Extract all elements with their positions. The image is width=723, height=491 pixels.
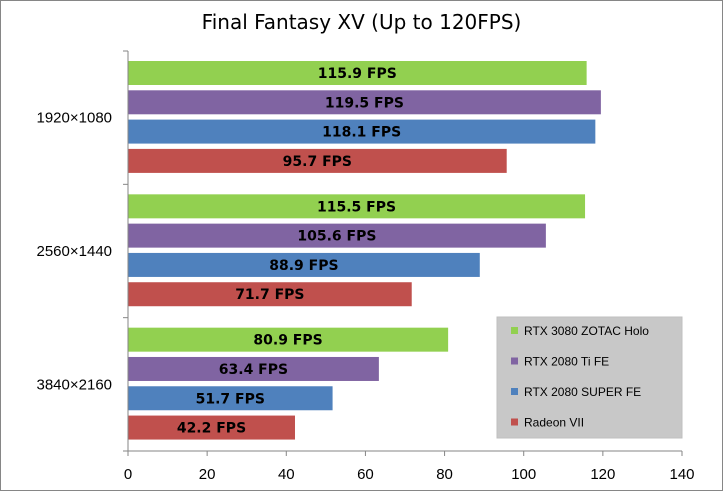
bar-data-label: 71.7 FPS [235,287,304,303]
legend-swatch [511,418,518,426]
bar-data-label: 115.9 FPS [318,66,397,82]
bar [128,356,379,381]
bar-data-label: 63.4 FPS [219,362,288,378]
bar [128,61,587,85]
legend-swatch [511,388,518,395]
bar-data-label: 119.5 FPS [325,95,404,111]
bar [128,415,295,440]
x-tick-label: 60 [357,466,374,483]
x-tick-label: 40 [278,466,295,483]
bar-data-label: 95.7 FPS [283,154,352,170]
bar [128,386,333,411]
axes-layer: 1920×1080 2560×1440 3840×2160 0 20 40 60 80 100 1… [37,50,695,483]
bar-data-label: 115.5 FPS [317,199,396,215]
category-label: 2560×1440 [37,243,113,260]
legend-label: Radeon VII [524,416,584,430]
x-tick-label: 140 [669,466,694,483]
category-label: 1920×1080 [37,110,113,127]
legend-label: RTX 2080 Ti FE [524,355,609,369]
bar [128,148,507,173]
x-tick-label: 100 [511,466,536,483]
bar [128,194,586,219]
bar [128,282,412,307]
bar [128,223,546,248]
legend-swatch [511,327,518,334]
legend-swatch [511,357,518,365]
bar-data-label: 42.2 FPS [177,421,246,437]
bar [128,119,596,144]
bar-data-label: 105.6 FPS [297,229,376,245]
bars-layer: 115.9 FPS 119.5 FPS 118.1 FPS 95.7 FPS 115.5… [128,61,601,440]
x-tick-label: 120 [590,466,615,483]
category-label: 3840×2160 [37,376,113,393]
legend: RTX 3080 ZOTAC Holo RTX 2080 Ti FE RTX 208… [496,316,683,439]
legend-label: RTX 3080 ZOTAC Holo [524,324,649,338]
legend-label: RTX 2080 SUPER FE [524,385,641,399]
bar [128,252,480,277]
x-tick-label: 20 [199,466,216,483]
x-tick-label: 0 [124,466,132,483]
bar-data-label: 80.9 FPS [253,333,322,349]
bar-data-label: 118.1 FPS [322,125,401,141]
bar [128,327,449,352]
legend-box [496,316,683,439]
x-tick-label: 80 [436,466,453,483]
bar [128,90,601,115]
bar-data-label: 88.9 FPS [269,258,338,274]
chart-title: Final Fantasy XV (Up to 120FPS) [201,10,522,34]
bar-data-label: 51.7 FPS [196,391,265,407]
